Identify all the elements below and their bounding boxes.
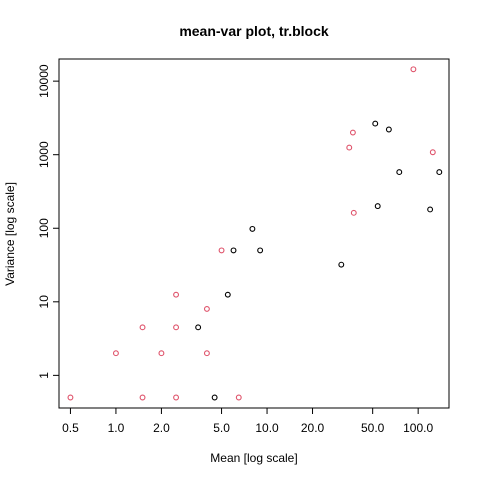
x-tick-label: 100.0 [403, 421, 433, 435]
data-point-red [203, 305, 210, 312]
y-tick-label: 100 [37, 218, 51, 238]
data-point-black [224, 291, 231, 298]
y-axis: 1 10 100 1000 10000 [37, 64, 59, 379]
data-point-black [374, 203, 381, 210]
y-axis-label: Variance [log scale] [3, 182, 17, 286]
plot-frame [58, 58, 450, 409]
data-point-black [211, 394, 218, 401]
data-point-black [372, 120, 379, 127]
data-point-black [436, 169, 443, 176]
data-point-black [396, 169, 403, 176]
y-tick-label: 1000 [37, 141, 51, 168]
data-point-red [410, 66, 417, 73]
data-point-red [429, 149, 436, 156]
y-tick-label: 1 [37, 372, 51, 379]
y-tick-label: 10000 [37, 64, 51, 98]
data-point-black [195, 324, 202, 331]
x-tick-label: 20.0 [301, 421, 325, 435]
data-point-red [158, 350, 165, 357]
data-point-red [203, 350, 210, 357]
data-point-black [427, 206, 434, 213]
data-point-red [173, 394, 180, 401]
data-point-red [349, 129, 356, 136]
x-axis-label: Mean [log scale] [210, 451, 297, 465]
data-point-red [67, 394, 74, 401]
x-tick-label: 5.0 [213, 421, 230, 435]
data-point-black [257, 247, 264, 254]
x-tick-label: 2.0 [153, 421, 170, 435]
x-tick-label: 0.5 [62, 421, 79, 435]
data-point-red [346, 144, 353, 151]
data-point-red [139, 324, 146, 331]
data-points [67, 66, 443, 401]
data-point-red [350, 209, 357, 216]
data-point-black [338, 261, 345, 268]
x-tick-label: 10.0 [255, 421, 279, 435]
data-point-red [218, 247, 225, 254]
data-point-red [173, 324, 180, 331]
x-tick-label: 50.0 [361, 421, 385, 435]
data-point-red [139, 394, 146, 401]
y-tick-label: 10 [37, 295, 51, 309]
data-point-red [235, 394, 242, 401]
x-tick-label: 1.0 [108, 421, 125, 435]
data-point-black [230, 247, 237, 254]
data-point-red [173, 291, 180, 298]
chart-title: mean-var plot, tr.block [179, 23, 329, 39]
data-point-black [249, 225, 256, 232]
data-point-red [112, 350, 119, 357]
x-axis: 0.5 1.0 2.0 5.0 10.0 20.0 50.0 100.0 [62, 408, 433, 435]
data-point-black [385, 126, 392, 133]
